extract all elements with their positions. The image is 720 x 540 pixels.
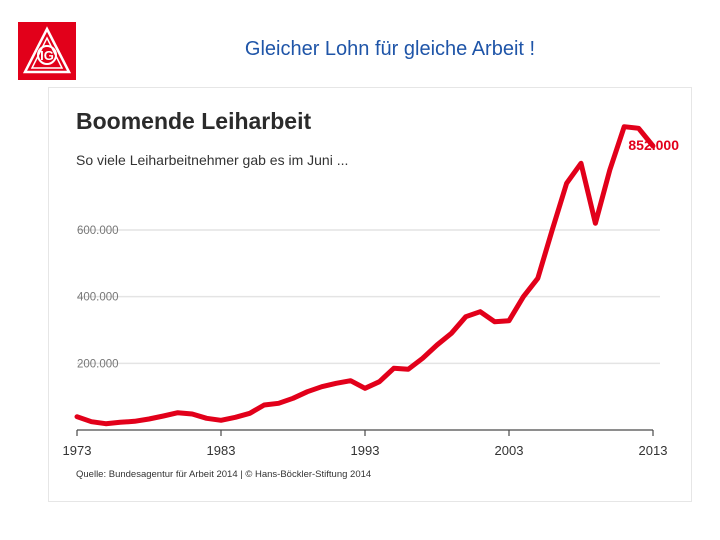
slide-title: Gleicher Lohn für gleiche Arbeit !	[244, 38, 536, 60]
chart-subtitle: So viele Leiharbeitnehmer gab es im Juni…	[76, 152, 349, 168]
chart-title: Boomende Leiharbeit	[76, 108, 312, 134]
x-tick-label: 2013	[639, 443, 668, 458]
chart-source: Quelle: Bundesagentur für Arbeit 2014 | …	[76, 469, 372, 480]
logo-text: IG	[40, 48, 54, 63]
y-tick-label: 600.000	[77, 225, 119, 237]
chart-card	[48, 87, 692, 502]
x-tick-label: 1983	[207, 443, 236, 458]
x-tick-label: 1993	[351, 443, 380, 458]
y-tick-label: 400.000	[77, 292, 119, 304]
series-line	[74, 124, 656, 427]
ig-metall-logo: IG	[18, 22, 76, 80]
x-tick-label: 2003	[495, 443, 524, 458]
y-tick-label: 200.000	[77, 358, 119, 370]
end-value-label: 852.000	[628, 137, 679, 153]
x-tick-label: 1973	[63, 443, 92, 458]
